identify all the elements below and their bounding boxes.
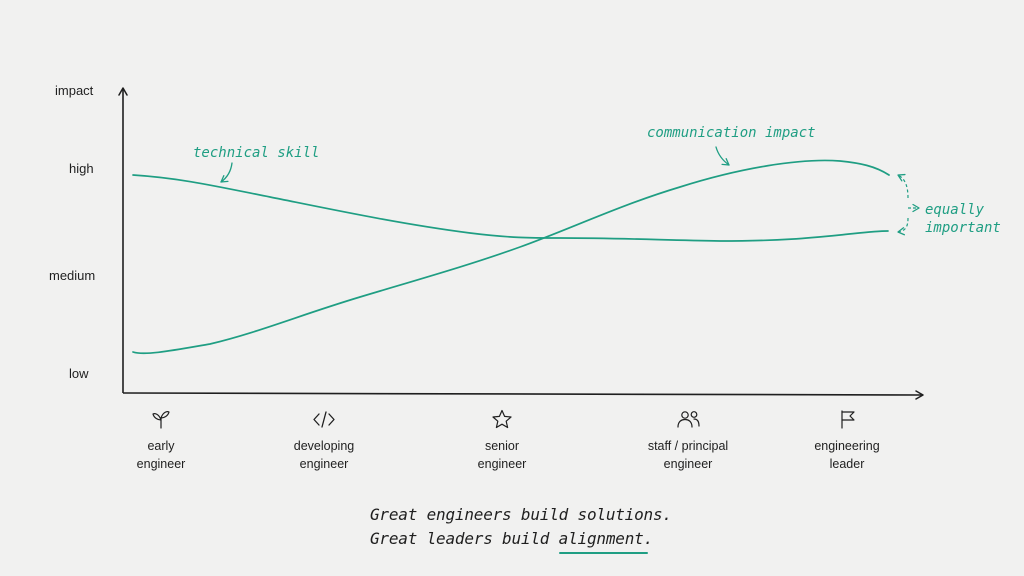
x-tick-label-line2: engineer [664, 457, 713, 471]
x-category-staff-principal-engineer: staff / principal engineer [648, 411, 728, 471]
series-line-technical-skill [132, 174, 889, 242]
technical-skill-callout-arrow [220, 162, 233, 183]
x-tick-label-line2: engineer [478, 457, 527, 471]
caption-highlight-alignment: alignment [558, 529, 644, 548]
x-category-developing-engineer: developing engineer [294, 411, 355, 471]
series-line-communication-impact [132, 159, 890, 355]
x-tick-label-line1: early [147, 439, 175, 453]
y-tick-label-high: high [69, 161, 94, 176]
communication-impact-callout-arrow [715, 146, 730, 166]
y-tick-label-low: low [69, 366, 89, 381]
caption-line-2-suffix: . [643, 529, 654, 548]
x-tick-label-line1: staff / principal [648, 439, 728, 453]
x-tick-label-line1: developing [294, 439, 355, 453]
y-tick-label-medium: medium [49, 268, 95, 283]
series-label-communication-impact: communication impact [647, 125, 816, 141]
x-tick-label-line2: engineer [137, 457, 186, 471]
x-tick-label-line1: engineering [814, 439, 879, 453]
x-category-senior-engineer: senior engineer [478, 409, 527, 471]
x-category-engineering-leader: engineering leader [814, 410, 880, 471]
caption-line-2: Great leaders build alignment. [370, 527, 672, 551]
x-tick-label-line1: senior [485, 439, 519, 453]
caption-line-2-prefix: Great leaders build [370, 529, 559, 548]
series-label-technical-skill: technical skill [193, 145, 319, 161]
x-axis [122, 390, 924, 400]
caption-line-1: Great engineers build solutions. [370, 505, 672, 524]
caption: Great engineers build solutions. Great l… [370, 503, 672, 551]
annotation-important: important [925, 220, 1001, 236]
code-icon [313, 411, 335, 428]
star-icon [492, 409, 512, 429]
y-axis-title: impact [55, 83, 94, 98]
x-tick-label-line2: engineer [300, 457, 349, 471]
flag-icon [841, 410, 855, 429]
people-icon [677, 411, 700, 428]
annotation-equally: equally [925, 202, 985, 218]
equal-bracket-top-arrow [897, 173, 909, 199]
sprout-icon [152, 411, 170, 429]
x-tick-label-line2: leader [830, 457, 865, 471]
equal-bracket-bottom-arrow [897, 217, 909, 236]
x-category-early-engineer: early engineer [137, 411, 186, 471]
